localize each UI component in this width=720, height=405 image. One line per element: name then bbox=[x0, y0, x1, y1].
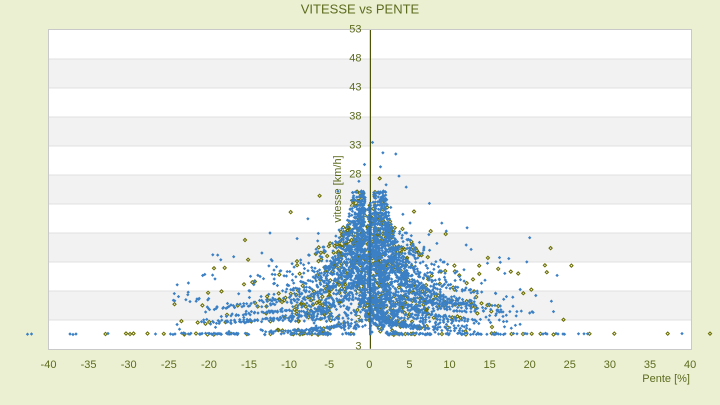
svg-text:35: 35 bbox=[644, 359, 656, 371]
svg-text:-35: -35 bbox=[81, 359, 97, 371]
svg-text:25: 25 bbox=[564, 359, 576, 371]
svg-text:48: 48 bbox=[349, 53, 361, 65]
svg-text:-20: -20 bbox=[201, 359, 217, 371]
svg-text:40: 40 bbox=[684, 359, 696, 371]
svg-text:3: 3 bbox=[355, 341, 361, 353]
svg-text:8: 8 bbox=[355, 285, 361, 297]
svg-text:38: 38 bbox=[349, 111, 361, 123]
svg-text:Pente [%]: Pente [%] bbox=[642, 373, 690, 385]
svg-text:53: 53 bbox=[349, 24, 361, 36]
svg-text:33: 33 bbox=[349, 140, 361, 152]
svg-text:-25: -25 bbox=[161, 359, 177, 371]
svg-text:-30: -30 bbox=[121, 359, 137, 371]
svg-text:VITESSE vs PENTE: VITESSE vs PENTE bbox=[301, 2, 420, 17]
svg-text:5: 5 bbox=[406, 359, 412, 371]
svg-text:-40: -40 bbox=[41, 359, 57, 371]
svg-text:-15: -15 bbox=[241, 359, 257, 371]
svg-text:-5: -5 bbox=[324, 359, 334, 371]
svg-text:10: 10 bbox=[443, 359, 455, 371]
svg-text:20: 20 bbox=[524, 359, 536, 371]
svg-text:-10: -10 bbox=[281, 359, 297, 371]
svg-text:30: 30 bbox=[604, 359, 616, 371]
svg-text:0: 0 bbox=[366, 359, 372, 371]
svg-text:15: 15 bbox=[483, 359, 495, 371]
svg-text:43: 43 bbox=[349, 82, 361, 94]
svg-text:28: 28 bbox=[349, 169, 361, 181]
svg-text:vitesse [km/h]: vitesse [km/h] bbox=[332, 155, 344, 222]
